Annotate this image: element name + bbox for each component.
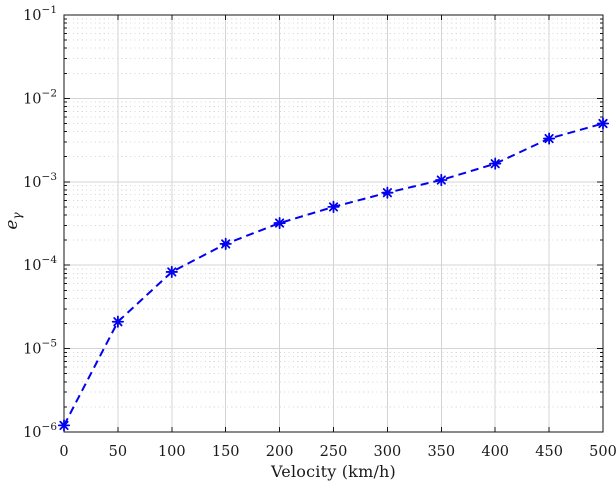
x-tick-label: 50	[109, 444, 127, 460]
y-tick-label: 10−2	[23, 87, 57, 107]
data-point-marker	[489, 157, 502, 170]
data-point-marker	[327, 200, 340, 214]
data-point-marker	[381, 186, 394, 199]
x-tick-label: 0	[59, 444, 68, 460]
data-point-marker	[165, 265, 178, 279]
y-tick-label: 10−6	[23, 421, 57, 441]
y-axis-title-symbol: e	[2, 219, 22, 230]
x-tick-label: 150	[212, 444, 240, 460]
data-point-marker	[219, 237, 232, 251]
data-point-marker	[111, 315, 124, 328]
data-point-marker	[273, 216, 286, 230]
data-point-marker	[435, 173, 448, 187]
x-tick-label: 500	[589, 444, 616, 460]
y-tick-label: 10−3	[23, 171, 57, 191]
y-tick-label: 10−5	[23, 338, 57, 358]
x-tick-label: 350	[427, 444, 455, 460]
y-axis-title-subscript: γ	[10, 212, 24, 220]
data-point-marker	[596, 117, 610, 130]
data-point-marker	[543, 132, 556, 145]
x-axis-title: Velocity (km/h)	[271, 462, 396, 481]
y-axis-title: eγ	[2, 212, 24, 229]
x-tick-label: 300	[374, 444, 402, 460]
y-tick-label: 10−1	[23, 4, 57, 24]
x-tick-label: 200	[266, 444, 294, 460]
y-tick-label: 10−4	[23, 254, 57, 274]
x-tick-label: 250	[320, 444, 348, 460]
x-tick-label: 400	[481, 444, 509, 460]
data-point-marker	[57, 419, 71, 432]
x-tick-label: 450	[535, 444, 563, 460]
x-tick-label: 100	[158, 444, 186, 460]
